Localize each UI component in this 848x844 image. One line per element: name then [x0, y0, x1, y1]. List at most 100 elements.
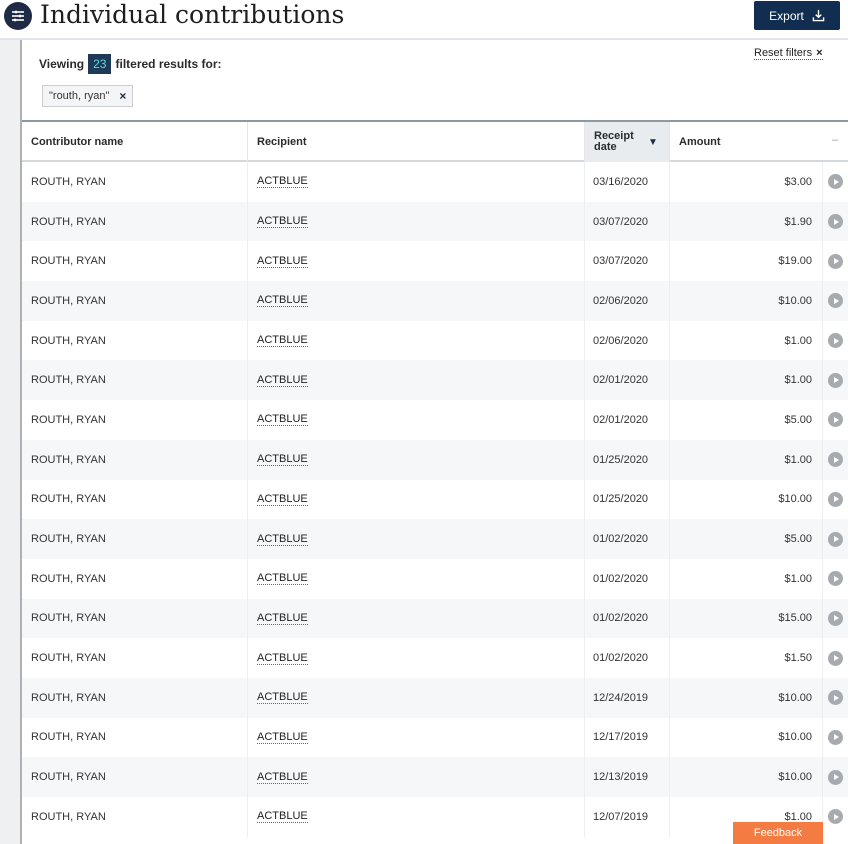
row-detail-cell	[823, 718, 848, 758]
recipient-link[interactable]: ACTBLUE	[257, 611, 308, 625]
receipt-date-cell: 12/17/2019	[585, 717, 670, 758]
play-circle-icon[interactable]	[828, 293, 843, 309]
recipient-link[interactable]: ACTBLUE	[257, 294, 308, 308]
row-detail-cell	[823, 559, 848, 599]
amount: $10.00	[778, 294, 812, 307]
table-top-divider	[22, 120, 848, 122]
play-circle-icon[interactable]	[828, 412, 843, 428]
amount: $5.00	[784, 533, 812, 546]
amount: $1.00	[784, 572, 812, 585]
header-divider	[0, 38, 848, 40]
amount-cell: $10.00	[670, 677, 823, 718]
contributor-name: ROUTH, RYAN	[31, 612, 106, 625]
left-rail	[0, 40, 20, 844]
recipient-link[interactable]: ACTBLUE	[257, 572, 308, 586]
column-header-recipient[interactable]: Recipient	[248, 122, 585, 162]
recipient-link[interactable]: ACTBLUE	[257, 413, 308, 427]
amount: $10.00	[778, 771, 812, 784]
receipt-date-cell: 01/02/2020	[585, 519, 670, 559]
amount-cell: $1.00	[670, 320, 823, 361]
filter-summary: Viewing 23 filtered results for: Reset f…	[22, 40, 848, 120]
recipient-cell: ACTBLUE	[248, 162, 585, 202]
row-detail-cell	[823, 757, 848, 797]
play-circle-icon[interactable]	[828, 214, 843, 230]
play-circle-icon[interactable]	[828, 650, 843, 666]
contributor-name: ROUTH, RYAN	[31, 215, 106, 228]
contributor-name: ROUTH, RYAN	[31, 175, 106, 188]
contributor-name: ROUTH, RYAN	[31, 453, 106, 466]
receipt-date-cell: 03/07/2020	[585, 201, 670, 242]
recipient-link[interactable]: ACTBLUE	[257, 492, 308, 506]
recipient-link[interactable]: ACTBLUE	[257, 453, 308, 467]
recipient-link[interactable]: ACTBLUE	[257, 254, 308, 268]
play-circle-icon[interactable]	[828, 729, 843, 745]
recipient-link[interactable]: ACTBLUE	[257, 810, 308, 824]
recipient-link[interactable]: ACTBLUE	[257, 175, 308, 189]
export-label: Export	[769, 8, 804, 23]
recipient-link[interactable]: ACTBLUE	[257, 532, 308, 546]
row-detail-cell	[823, 797, 848, 837]
play-circle-icon[interactable]	[828, 809, 843, 825]
receipt-date-cell: 01/25/2020	[585, 479, 670, 520]
receipt-date: 12/13/2019	[593, 771, 649, 784]
amount-cell: $1.90	[670, 201, 823, 242]
amount-cell: $1.00	[670, 797, 823, 837]
play-circle-icon[interactable]	[828, 333, 843, 349]
amount-cell: $3.00	[670, 162, 823, 202]
remove-filter-icon[interactable]: ×	[119, 89, 127, 103]
recipient-cell: ACTBLUE	[248, 598, 585, 639]
feedback-button[interactable]: Feedback	[733, 822, 823, 844]
column-header-receipt-date[interactable]: Receipt date ▼	[585, 122, 670, 162]
receipt-date: 03/16/2020	[593, 175, 649, 188]
receipt-date-cell: 12/13/2019	[585, 757, 670, 797]
recipient-cell: ACTBLUE	[248, 479, 585, 520]
play-circle-icon[interactable]	[828, 690, 843, 706]
export-button[interactable]: Export	[754, 1, 840, 30]
play-circle-icon[interactable]	[828, 491, 843, 507]
column-label: Amount	[679, 136, 721, 148]
play-circle-icon[interactable]	[828, 610, 843, 626]
recipient-link[interactable]: ACTBLUE	[257, 373, 308, 387]
play-circle-icon[interactable]	[828, 571, 843, 587]
amount: $1.00	[784, 453, 812, 466]
receipt-date-cell: 01/02/2020	[585, 638, 670, 678]
contributor-name-cell: ROUTH, RYAN	[22, 281, 248, 321]
play-circle-icon[interactable]	[828, 372, 843, 388]
receipt-date: 02/01/2020	[593, 374, 649, 387]
page-header: Individual contributions Export	[0, 0, 848, 38]
menu-button[interactable]	[4, 2, 32, 30]
play-circle-icon[interactable]	[828, 531, 843, 547]
receipt-date: 01/25/2020	[593, 453, 649, 466]
row-detail-cell	[823, 440, 848, 480]
reset-filters-link[interactable]: Reset filters ×	[754, 47, 823, 60]
row-detail-cell	[823, 162, 848, 202]
amount-cell: $5.00	[670, 400, 823, 440]
recipient-link[interactable]: ACTBLUE	[257, 691, 308, 705]
column-header-contributor[interactable]: Contributor name	[22, 122, 248, 162]
column-header-amount[interactable]: Amount –	[670, 122, 848, 162]
recipient-link[interactable]: ACTBLUE	[257, 215, 308, 229]
play-circle-icon[interactable]	[828, 769, 843, 785]
contributor-name-cell: ROUTH, RYAN	[22, 162, 248, 202]
recipient-link[interactable]: ACTBLUE	[257, 730, 308, 744]
row-detail-cell	[823, 400, 848, 440]
contributor-name: ROUTH, RYAN	[31, 533, 106, 546]
collapse-icon[interactable]: –	[831, 134, 838, 146]
table-body: ROUTH, RYAN ACTBLUE 03/16/2020 $3.00 ROUTH, …	[22, 162, 848, 837]
recipient-link[interactable]: ACTBLUE	[257, 651, 308, 665]
results-summary: Viewing 23 filtered results for:	[39, 54, 222, 74]
sort-descending-icon: ▼	[648, 136, 658, 148]
row-detail-cell	[823, 480, 848, 520]
play-circle-icon[interactable]	[828, 452, 843, 468]
recipient-link[interactable]: ACTBLUE	[257, 334, 308, 348]
receipt-date: 12/24/2019	[593, 691, 649, 704]
play-circle-icon[interactable]	[828, 174, 843, 190]
recipient-link[interactable]: ACTBLUE	[257, 770, 308, 784]
play-circle-icon[interactable]	[828, 253, 843, 269]
receipt-date-cell: 12/07/2019	[585, 797, 670, 837]
amount: $1.50	[784, 652, 812, 665]
viewing-prefix: Viewing	[39, 57, 85, 71]
close-icon: ×	[816, 47, 823, 59]
row-detail-cell	[823, 281, 848, 321]
amount-cell: $10.00	[670, 479, 823, 520]
